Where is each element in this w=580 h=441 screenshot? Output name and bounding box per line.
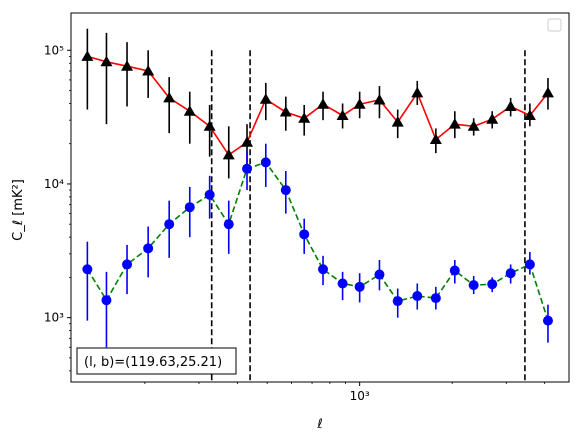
y-tick-label: 10³ xyxy=(44,311,64,325)
y-axis-label: C_ℓ [mK²] xyxy=(11,179,26,241)
data-point-triangle xyxy=(279,106,292,117)
data-point-triangle xyxy=(163,91,176,103)
data-point-circle xyxy=(487,279,498,290)
axis-ticks: 10³ 10⁴ 10⁵ 10³ xyxy=(44,43,546,403)
data-point-circle xyxy=(122,259,133,270)
x-tick-label: 10³ xyxy=(350,389,370,403)
data-point-triangle xyxy=(411,86,424,98)
data-point-triangle xyxy=(467,120,480,131)
data-point-triangle xyxy=(448,118,461,129)
y-tick-label: 10⁵ xyxy=(44,43,64,57)
data-point-circle xyxy=(260,157,271,168)
data-point-circle xyxy=(82,264,93,275)
data-point-triangle xyxy=(523,109,536,121)
data-point-circle xyxy=(184,202,195,213)
data-point-circle xyxy=(299,229,310,240)
series-2 xyxy=(82,143,553,348)
data-point-circle xyxy=(242,163,253,174)
data-point-circle xyxy=(542,315,553,326)
data-point-triangle xyxy=(429,133,442,145)
legend-box xyxy=(547,18,562,32)
data-point-circle xyxy=(468,280,479,291)
data-point-circle xyxy=(337,278,348,289)
data-point-triangle xyxy=(222,148,235,160)
axes-frame xyxy=(70,12,570,383)
data-point-circle xyxy=(412,291,423,302)
data-point-circle xyxy=(524,259,535,270)
data-point-triangle xyxy=(241,136,254,147)
annotation-text: (l, b)=(119.63,25.21) xyxy=(84,355,222,370)
data-point-circle xyxy=(223,219,234,230)
annotation-box xyxy=(76,347,237,375)
data-point-circle xyxy=(280,185,291,196)
data-point-triangle xyxy=(121,60,134,71)
data-point-circle xyxy=(374,269,385,280)
data-point-circle xyxy=(143,243,154,254)
data-point-triangle xyxy=(486,113,499,124)
data-point-circle xyxy=(505,268,516,279)
x-axis-label: ℓ xyxy=(316,417,322,432)
data-point-triangle xyxy=(259,93,272,104)
data-point-circle xyxy=(318,264,329,275)
data-point-circle xyxy=(354,281,365,292)
reference-lines xyxy=(210,50,526,382)
data-point-circle xyxy=(164,219,175,230)
data-point-triangle xyxy=(336,109,349,121)
data-point-triangle xyxy=(183,105,196,116)
series-1 xyxy=(81,28,554,179)
data-point-circle xyxy=(101,295,112,306)
data-point-triangle xyxy=(541,86,554,98)
data-point-triangle xyxy=(203,120,216,131)
data-point-circle xyxy=(392,296,403,307)
data-point-triangle xyxy=(100,55,113,67)
series-layer xyxy=(81,28,554,348)
data-point-triangle xyxy=(373,93,386,105)
data-point-triangle xyxy=(391,116,404,127)
y-tick-label: 10⁴ xyxy=(44,177,64,191)
data-point-circle xyxy=(449,265,460,276)
data-point-triangle xyxy=(81,50,94,61)
data-point-triangle xyxy=(353,98,366,109)
data-point-circle xyxy=(204,189,215,200)
data-point-triangle xyxy=(142,64,155,76)
data-point-triangle xyxy=(298,112,311,123)
data-point-triangle xyxy=(317,98,330,109)
data-point-triangle xyxy=(504,100,517,111)
data-point-circle xyxy=(430,293,441,304)
